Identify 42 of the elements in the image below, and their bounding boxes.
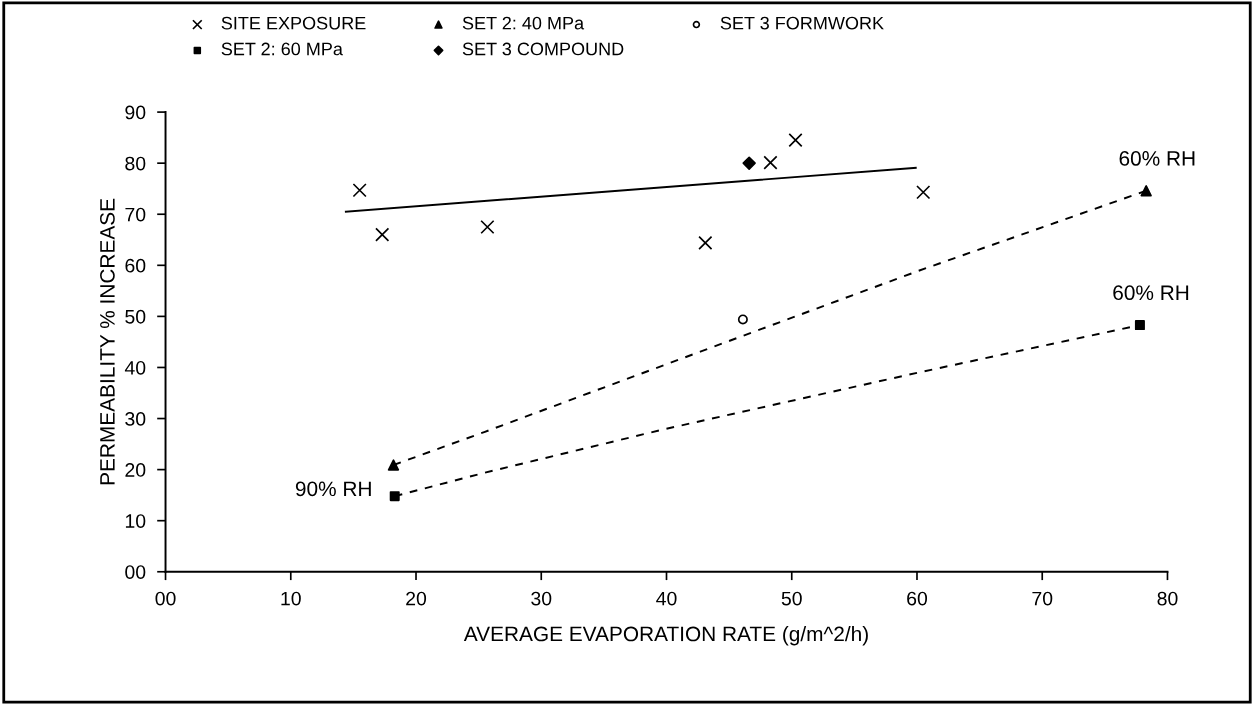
y-tick-label: 50: [125, 309, 146, 324]
point: [763, 155, 778, 170]
y-tick-label: 20: [125, 463, 146, 477]
point: [389, 491, 400, 502]
x-tick-label: 20: [406, 591, 427, 606]
x-tick-label: 40: [656, 591, 677, 606]
point: [742, 156, 756, 170]
annotation: 90% RH: [295, 481, 371, 497]
point: [916, 185, 931, 200]
y-tick-label: 90: [125, 105, 146, 120]
y-tick-label: 70: [125, 207, 146, 222]
x-tick-label: 80: [1157, 591, 1178, 606]
x-tick-label: 60: [907, 591, 928, 606]
point: [698, 235, 713, 250]
point: [1134, 320, 1145, 331]
annotation: 60% RH: [1119, 151, 1195, 166]
legend-label: SET 2: 60 MPa: [221, 42, 343, 56]
point: [352, 183, 367, 198]
x-tick-label: 70: [1032, 591, 1053, 606]
point: [480, 219, 495, 235]
point: [737, 314, 748, 325]
legend-label: SET 3 FORMWORK: [720, 16, 884, 30]
y-tick-label: 30: [125, 412, 146, 426]
legend-label: SITE EXPOSURE: [221, 16, 366, 30]
y-tick-label: 40: [124, 360, 146, 375]
point: [387, 459, 400, 471]
annotation: 60% RH: [1113, 285, 1189, 301]
x-tick-label: 10: [281, 591, 301, 606]
x-tick-label: 30: [531, 591, 552, 606]
legend-label: SET 2: 40 MPa: [462, 16, 585, 30]
x-tick-label: 00: [155, 591, 176, 606]
y-tick-label: 10: [125, 514, 146, 528]
x-axis-title: AVERAGE EVAPORATION RATE (g/m^2/h): [463, 625, 868, 646]
legend-label: SET 3 COMPOUND: [462, 42, 624, 56]
y-tick-label: 00: [125, 565, 146, 579]
y-axis-title: PERMEABILITY % INCREASE: [100, 198, 115, 485]
y-tick-label: 60: [125, 258, 146, 273]
point: [1140, 185, 1152, 197]
y-tick-label: 80: [125, 156, 146, 171]
point: [788, 133, 803, 148]
x-tick-label: 50: [781, 591, 802, 606]
point: [375, 227, 390, 242]
